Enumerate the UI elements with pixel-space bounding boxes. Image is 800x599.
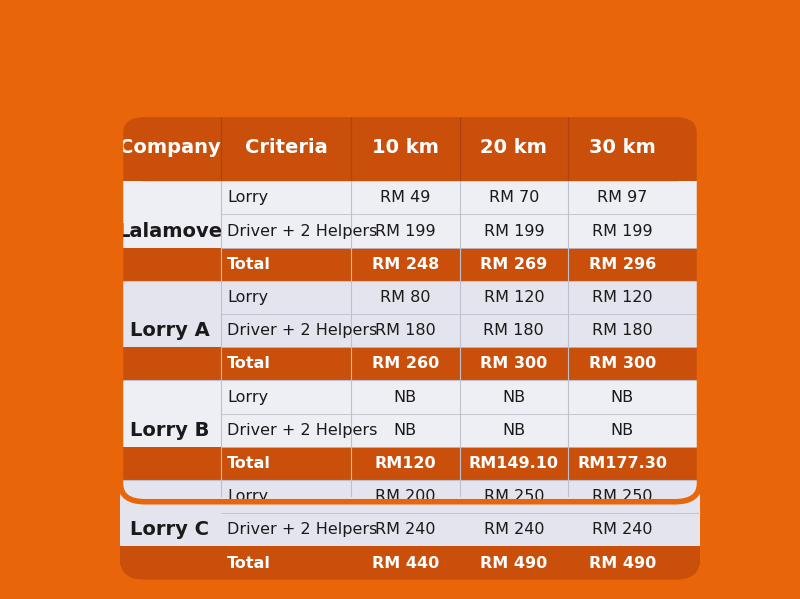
Text: Lorry B: Lorry B bbox=[130, 420, 210, 440]
Bar bbox=[121, 281, 699, 314]
Bar bbox=[121, 181, 699, 214]
Text: RM 199: RM 199 bbox=[592, 223, 653, 238]
Bar bbox=[121, 480, 699, 513]
Text: RM 248: RM 248 bbox=[372, 257, 439, 272]
Text: NB: NB bbox=[502, 423, 526, 438]
Text: RM 240: RM 240 bbox=[592, 522, 653, 537]
FancyBboxPatch shape bbox=[121, 114, 699, 181]
Text: Driver + 2 Helpers: Driver + 2 Helpers bbox=[227, 323, 378, 338]
Text: RM149.10: RM149.10 bbox=[469, 456, 559, 471]
FancyBboxPatch shape bbox=[121, 546, 699, 580]
Bar bbox=[121, 151, 699, 181]
Text: 30 km: 30 km bbox=[589, 138, 656, 158]
Text: RM 120: RM 120 bbox=[483, 290, 544, 305]
Text: 10 km: 10 km bbox=[372, 138, 438, 158]
Bar bbox=[121, 214, 699, 247]
Text: NB: NB bbox=[502, 389, 526, 404]
Text: RM 250: RM 250 bbox=[592, 489, 653, 504]
Text: 20 km: 20 km bbox=[481, 138, 547, 158]
Text: NB: NB bbox=[610, 423, 634, 438]
Text: Total: Total bbox=[227, 556, 271, 571]
Text: RM 296: RM 296 bbox=[589, 257, 656, 272]
Bar bbox=[121, 414, 699, 447]
Text: RM 240: RM 240 bbox=[483, 522, 544, 537]
Text: NB: NB bbox=[610, 389, 634, 404]
Text: RM 240: RM 240 bbox=[375, 522, 436, 537]
Text: RM 97: RM 97 bbox=[597, 190, 647, 205]
Text: Lorry: Lorry bbox=[227, 389, 268, 404]
Text: RM 180: RM 180 bbox=[592, 323, 653, 338]
Text: Lorry: Lorry bbox=[227, 489, 268, 504]
Text: RM 490: RM 490 bbox=[589, 556, 656, 571]
Text: RM 490: RM 490 bbox=[480, 556, 547, 571]
Text: Total: Total bbox=[227, 456, 271, 471]
Text: RM 250: RM 250 bbox=[483, 489, 544, 504]
Text: Lorry: Lorry bbox=[227, 290, 268, 305]
Text: Total: Total bbox=[227, 257, 271, 272]
Text: Company: Company bbox=[119, 138, 221, 158]
Text: RM120: RM120 bbox=[374, 456, 436, 471]
Text: RM 269: RM 269 bbox=[480, 257, 547, 272]
Text: RM 440: RM 440 bbox=[372, 556, 439, 571]
Text: Lorry C: Lorry C bbox=[130, 521, 210, 539]
Bar bbox=[121, 314, 699, 347]
Text: RM 300: RM 300 bbox=[589, 356, 656, 371]
Text: RM 300: RM 300 bbox=[480, 356, 547, 371]
Text: RM 120: RM 120 bbox=[592, 290, 653, 305]
Bar bbox=[121, 347, 699, 380]
Text: Lorry A: Lorry A bbox=[130, 321, 210, 340]
FancyBboxPatch shape bbox=[121, 114, 699, 502]
Bar bbox=[121, 447, 699, 480]
Text: Driver + 2 Helpers: Driver + 2 Helpers bbox=[227, 423, 378, 438]
Text: RM 200: RM 200 bbox=[375, 489, 436, 504]
Text: Criteria: Criteria bbox=[245, 138, 327, 158]
Text: RM 260: RM 260 bbox=[372, 356, 439, 371]
Text: RM177.30: RM177.30 bbox=[578, 456, 667, 471]
Bar bbox=[121, 380, 699, 414]
Text: RM 80: RM 80 bbox=[380, 290, 430, 305]
Text: Lorry: Lorry bbox=[227, 190, 268, 205]
Text: RM 70: RM 70 bbox=[489, 190, 539, 205]
Text: NB: NB bbox=[394, 389, 417, 404]
Text: RM 199: RM 199 bbox=[483, 223, 544, 238]
Bar bbox=[121, 513, 699, 546]
Text: RM 180: RM 180 bbox=[483, 323, 544, 338]
Text: Driver + 2 Helpers: Driver + 2 Helpers bbox=[227, 522, 378, 537]
Text: Lalamove: Lalamove bbox=[117, 222, 222, 241]
Bar bbox=[121, 546, 699, 565]
Bar bbox=[121, 247, 699, 281]
Text: Total: Total bbox=[227, 356, 271, 371]
Text: RM 199: RM 199 bbox=[375, 223, 436, 238]
Text: Driver + 2 Helpers: Driver + 2 Helpers bbox=[227, 223, 378, 238]
Text: NB: NB bbox=[394, 423, 417, 438]
Text: RM 49: RM 49 bbox=[380, 190, 430, 205]
Text: RM 180: RM 180 bbox=[375, 323, 436, 338]
